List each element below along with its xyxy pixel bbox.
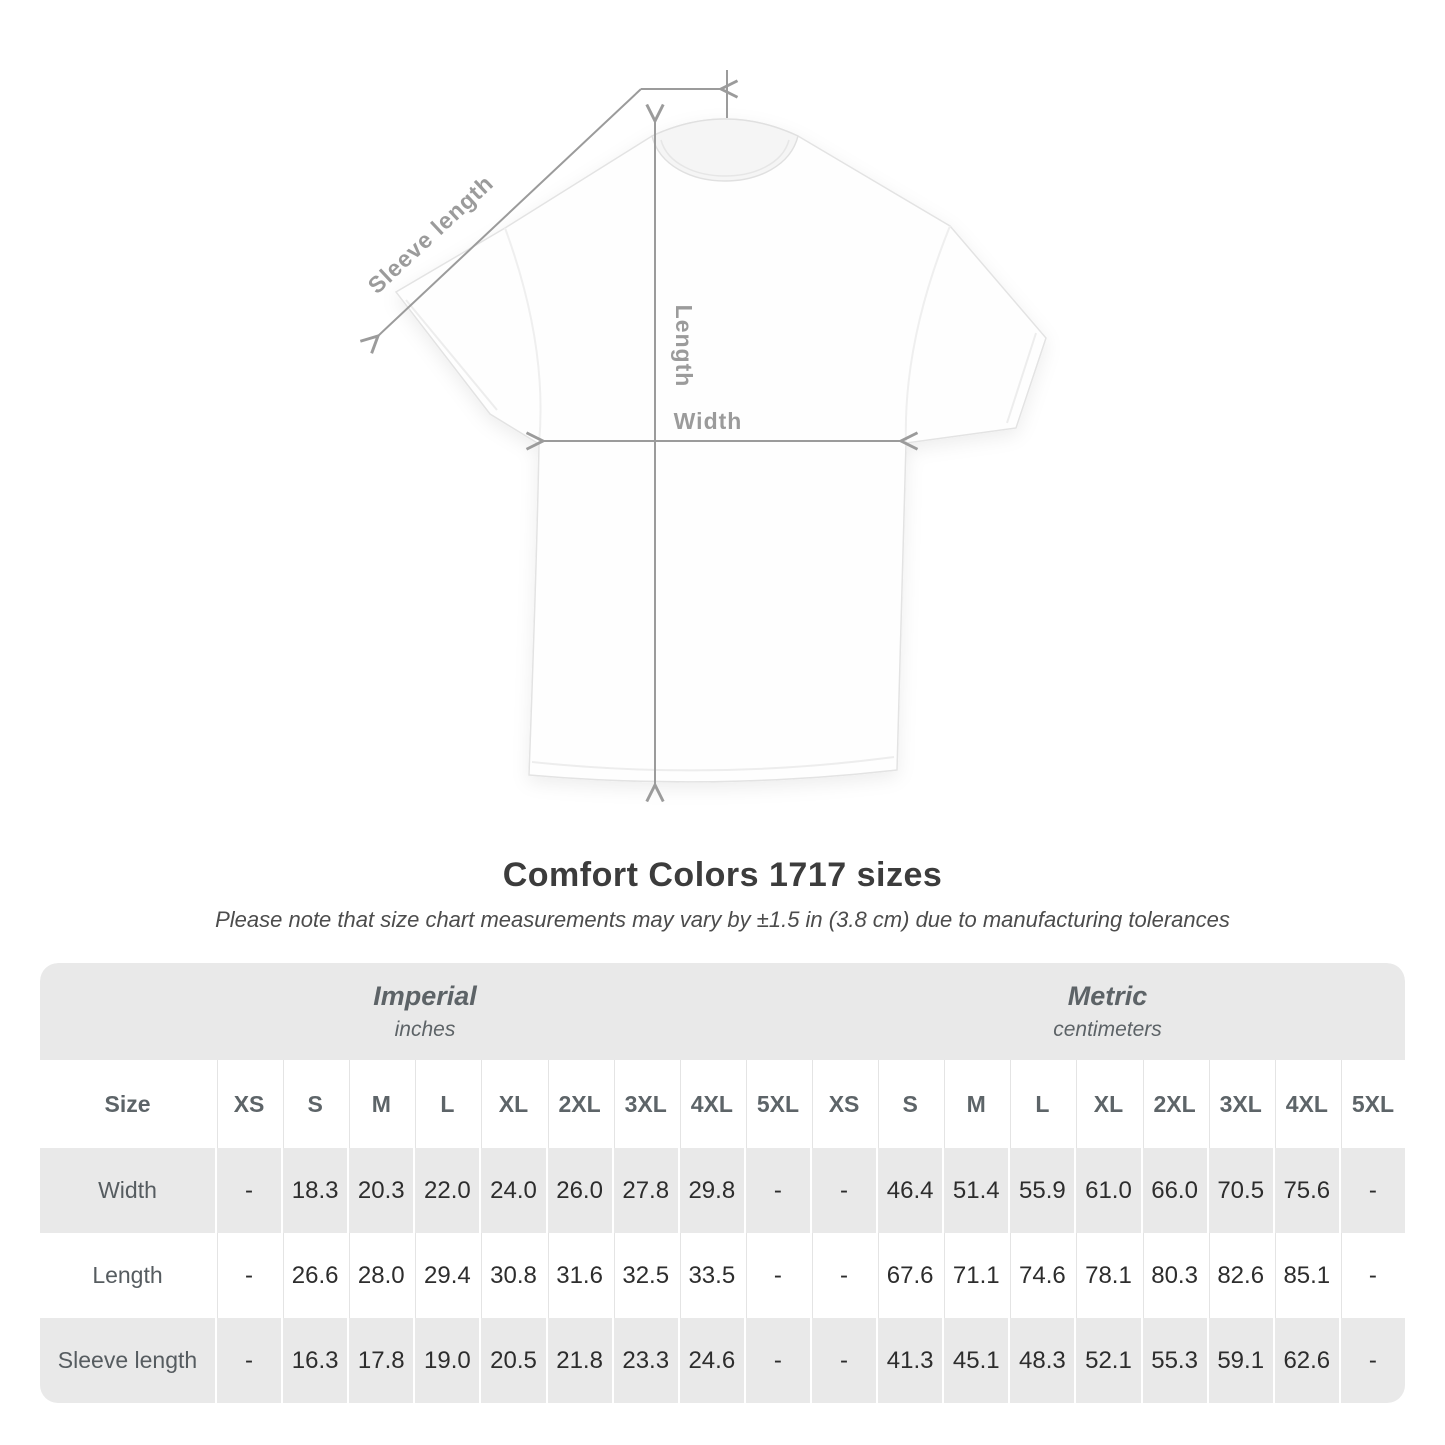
- size-col-header-metric: XS: [809, 1060, 877, 1148]
- value-cell: 51.4: [942, 1148, 1009, 1233]
- value-cell: 70.5: [1206, 1148, 1273, 1233]
- size-col-header-metric: 5XL: [1338, 1060, 1405, 1148]
- value-cell: 17.8: [347, 1318, 414, 1403]
- size-col-header-imperial: M: [347, 1060, 414, 1148]
- unit-group-metric: Metric centimeters: [810, 963, 1405, 1060]
- value-cell: -: [743, 1318, 810, 1403]
- value-cell: 78.1: [1074, 1233, 1141, 1318]
- value-cell: -: [809, 1318, 877, 1403]
- value-cell: 59.1: [1206, 1318, 1273, 1403]
- unit-header-band: Imperial inches Metric centimeters: [40, 963, 1405, 1060]
- value-cell: 31.6: [545, 1233, 612, 1318]
- value-cell: -: [809, 1233, 877, 1318]
- value-cell: 55.3: [1140, 1318, 1207, 1403]
- value-cell: -: [215, 1148, 282, 1233]
- size-table: Size XS S M L XL 2XL 3XL 4XL 5XL XS S M L XL 2XL 3XL 4XL 5…: [40, 1060, 1405, 1403]
- size-header-row: Size XS S M L XL 2XL 3XL 4XL 5XL XS S M L XL 2XL 3XL 4XL 5…: [40, 1060, 1405, 1148]
- value-cell: 85.1: [1272, 1233, 1339, 1318]
- value-cell: -: [743, 1233, 810, 1318]
- imperial-header: Imperial: [373, 981, 477, 1011]
- row-label: Sleeve length: [40, 1318, 215, 1403]
- value-cell: 21.8: [545, 1318, 612, 1403]
- value-cell: 67.6: [876, 1233, 943, 1318]
- tshirt-diagram: Sleeve length Length Width: [0, 70, 1047, 850]
- unit-group-imperial: Imperial inches: [40, 963, 810, 1060]
- value-cell: 29.8: [677, 1148, 744, 1233]
- size-col-header-metric: L: [1008, 1060, 1075, 1148]
- value-cell: 46.4: [876, 1148, 943, 1233]
- value-cell: 33.5: [677, 1233, 744, 1318]
- size-corner-header: Size: [40, 1060, 215, 1148]
- length-label: Length: [671, 305, 697, 388]
- value-cell: 29.4: [413, 1233, 480, 1318]
- value-cell: 16.3: [281, 1318, 348, 1403]
- size-col-header-metric: 2XL: [1140, 1060, 1207, 1148]
- value-cell: -: [743, 1148, 810, 1233]
- size-col-header-metric: 3XL: [1206, 1060, 1273, 1148]
- size-col-header-metric: S: [876, 1060, 943, 1148]
- value-cell: 19.0: [413, 1318, 480, 1403]
- value-cell: 52.1: [1074, 1318, 1141, 1403]
- value-cell: -: [809, 1148, 877, 1233]
- value-cell: 71.1: [942, 1233, 1009, 1318]
- value-cell: 18.3: [281, 1148, 348, 1233]
- value-cell: 26.0: [545, 1148, 612, 1233]
- size-col-header-imperial: S: [281, 1060, 348, 1148]
- value-cell: -: [215, 1233, 282, 1318]
- size-col-header-imperial: 3XL: [611, 1060, 678, 1148]
- page-subtitle: Please note that size chart measurements…: [215, 907, 1230, 932]
- value-cell: 24.0: [479, 1148, 546, 1233]
- value-cell: 20.5: [479, 1318, 546, 1403]
- width-label: Width: [674, 408, 743, 434]
- sleeve-length-arrow-diagonal: [378, 88, 642, 336]
- metric-unit-label: centimeters: [1053, 1018, 1162, 1041]
- value-cell: -: [1338, 1318, 1405, 1403]
- value-cell: 75.6: [1272, 1148, 1339, 1233]
- size-col-header-imperial: 5XL: [743, 1060, 810, 1148]
- page-title: Comfort Colors 1717 sizes: [502, 856, 943, 894]
- value-cell: -: [215, 1318, 282, 1403]
- size-col-header-metric: 4XL: [1272, 1060, 1339, 1148]
- size-col-header-imperial: 4XL: [677, 1060, 744, 1148]
- metric-header: Metric: [1067, 981, 1148, 1011]
- size-col-header-imperial: XS: [215, 1060, 282, 1148]
- value-cell: 74.6: [1008, 1233, 1075, 1318]
- value-cell: 27.8: [611, 1148, 678, 1233]
- value-cell: 28.0: [347, 1233, 414, 1318]
- value-cell: 62.6: [1272, 1318, 1339, 1403]
- value-cell: 45.1: [942, 1318, 1009, 1403]
- row-label: Width: [40, 1148, 215, 1233]
- size-chart-card: Imperial inches Metric centimeters Size X…: [40, 963, 1405, 1403]
- value-cell: 66.0: [1140, 1148, 1207, 1233]
- size-col-header-imperial: 2XL: [545, 1060, 612, 1148]
- value-cell: 80.3: [1140, 1233, 1207, 1318]
- measurement-row: Length -26.6 28.0 29.4 30.8 31.6 32.5 33.5- -67.…: [40, 1233, 1405, 1318]
- size-col-header-metric: M: [942, 1060, 1009, 1148]
- value-cell: 82.6: [1206, 1233, 1273, 1318]
- value-cell: 32.5: [611, 1233, 678, 1318]
- size-col-header-imperial: L: [413, 1060, 480, 1148]
- value-cell: 23.3: [611, 1318, 678, 1403]
- collar: [651, 118, 799, 182]
- value-cell: 30.8: [479, 1233, 546, 1318]
- value-cell: 22.0: [413, 1148, 480, 1233]
- measurement-row: Sleeve length -16.3 17.8 19.0 20.5 21.8 23.3 24…: [40, 1318, 1405, 1403]
- size-table-body: Size XS S M L XL 2XL 3XL 4XL 5XL XS S M L XL 2XL 3XL 4XL 5…: [40, 1060, 1405, 1403]
- value-cell: 24.6: [677, 1318, 744, 1403]
- imperial-unit-label: inches: [394, 1018, 456, 1041]
- size-col-header-imperial: XL: [479, 1060, 546, 1148]
- value-cell: 41.3: [876, 1318, 943, 1403]
- value-cell: 48.3: [1008, 1318, 1075, 1403]
- value-cell: 20.3: [347, 1148, 414, 1233]
- value-cell: 26.6: [281, 1233, 348, 1318]
- size-col-header-metric: XL: [1074, 1060, 1141, 1148]
- value-cell: -: [1338, 1148, 1405, 1233]
- measurement-row: Width -18.3 20.3 22.0 24.0 26.0 27.8 29.8- -46.4…: [40, 1148, 1405, 1233]
- row-label: Length: [40, 1233, 215, 1318]
- value-cell: -: [1338, 1233, 1405, 1318]
- value-cell: 55.9: [1008, 1148, 1075, 1233]
- value-cell: 61.0: [1074, 1148, 1141, 1233]
